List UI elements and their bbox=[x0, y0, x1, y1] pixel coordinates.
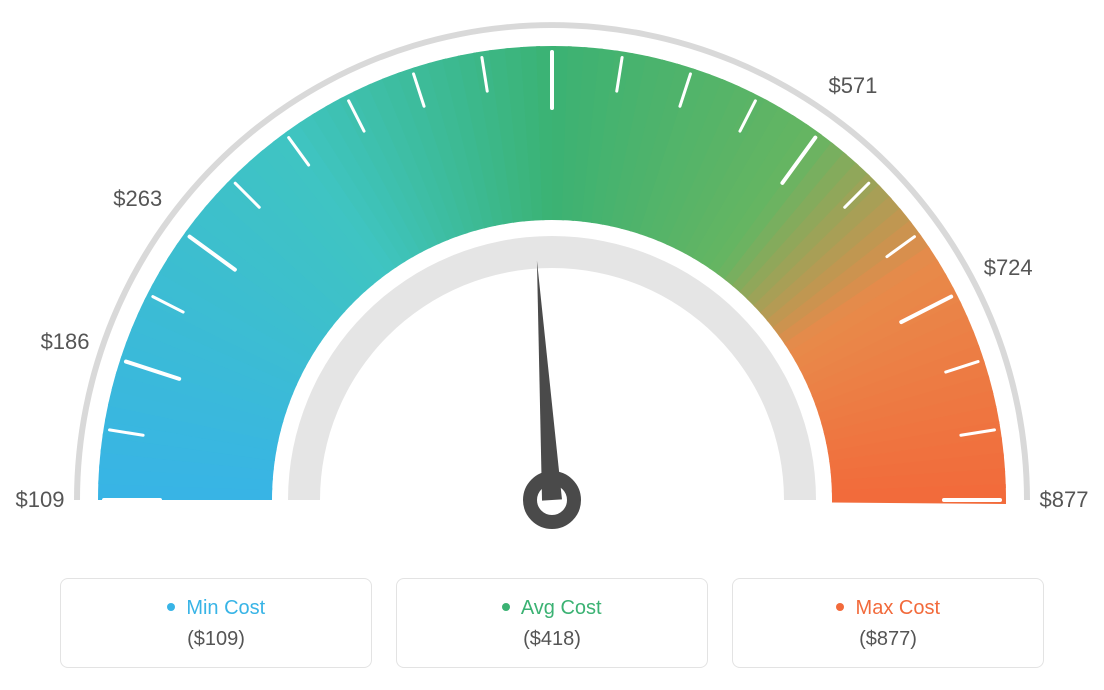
gauge-svg bbox=[0, 0, 1104, 560]
legend-label-avg: Avg Cost bbox=[521, 597, 602, 619]
legend-title-min: Min Cost bbox=[71, 597, 361, 620]
gauge-tick-label: $418 bbox=[528, 0, 577, 1]
legend-title-max: Max Cost bbox=[743, 597, 1033, 620]
gauge-tick-label: $877 bbox=[1040, 487, 1089, 513]
legend-label-min: Min Cost bbox=[186, 597, 265, 619]
legend-card-max: Max Cost ($877) bbox=[732, 578, 1044, 668]
gauge-tick-label: $186 bbox=[41, 329, 90, 355]
legend-label-max: Max Cost bbox=[856, 597, 940, 619]
legend-value-min: ($109) bbox=[71, 628, 361, 651]
legend-card-avg: Avg Cost ($418) bbox=[396, 578, 708, 668]
gauge-tick-label: $724 bbox=[984, 255, 1033, 281]
legend-value-avg: ($418) bbox=[407, 628, 697, 651]
cost-gauge-container: $109 $186 $263 $418 $571 $724 $877 Min Cost ($… bbox=[0, 0, 1104, 690]
gauge-tick-label: $571 bbox=[828, 73, 877, 99]
gauge-tick-label: $109 bbox=[16, 487, 65, 513]
legend-dot-max bbox=[836, 603, 844, 611]
legend-title-avg: Avg Cost bbox=[407, 597, 697, 620]
legend-dot-avg bbox=[502, 603, 510, 611]
legend-card-min: Min Cost ($109) bbox=[60, 578, 372, 668]
gauge-tick-label: $263 bbox=[113, 186, 162, 212]
gauge-chart: $109 $186 $263 $418 $571 $724 $877 bbox=[0, 0, 1104, 560]
legend-row: Min Cost ($109) Avg Cost ($418) Max Cost… bbox=[0, 578, 1104, 668]
legend-value-max: ($877) bbox=[743, 628, 1033, 651]
legend-dot-min bbox=[167, 603, 175, 611]
